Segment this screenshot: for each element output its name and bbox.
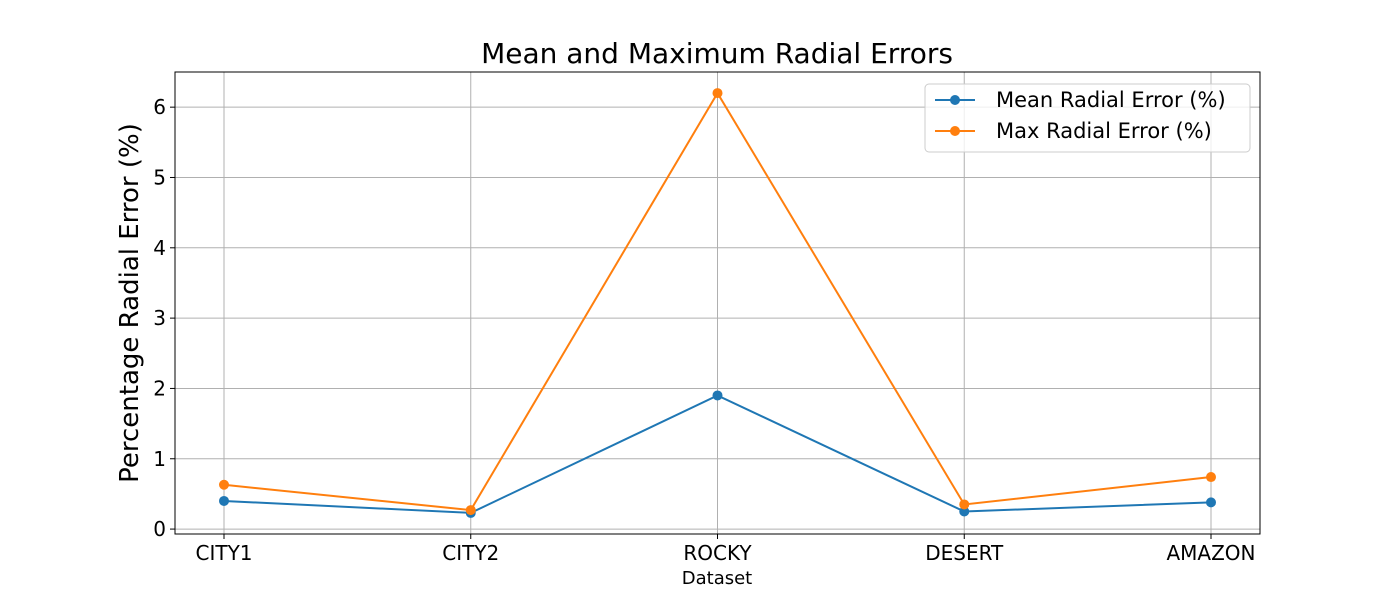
legend-label-max: Max Radial Error (%) (996, 119, 1212, 143)
x-tick-label: AMAZON (1166, 541, 1255, 565)
y-axis-ticks: 0 1 2 3 4 5 6 (153, 95, 175, 541)
x-tick-label: DESERT (925, 541, 1004, 565)
y-tick-label: 4 (153, 236, 166, 260)
y-tick-label: 0 (153, 517, 166, 541)
data-point-series-1 (219, 479, 229, 490)
legend-marker-max (950, 126, 960, 136)
data-point-series-0 (712, 390, 723, 401)
series-layer (219, 88, 1216, 518)
data-point-series-1 (712, 88, 723, 99)
data-point-series-1 (959, 499, 970, 510)
legend-label-mean: Mean Radial Error (%) (996, 88, 1226, 112)
chart-title: Mean and Maximum Radial Errors (481, 37, 953, 70)
grid (175, 72, 1260, 534)
y-tick-label: 2 (153, 376, 166, 400)
x-tick-label: CITY1 (195, 541, 252, 565)
data-point-series-0 (1206, 497, 1216, 508)
y-tick-label: 5 (153, 165, 166, 189)
x-axis-label: Dataset (682, 568, 753, 589)
data-point-series-1 (1206, 472, 1216, 483)
x-axis-ticks: CITY1 CITY2 ROCKY DESERT AMAZON (195, 534, 1256, 565)
data-point-series-1 (465, 505, 476, 516)
legend: Mean Radial Error (%) Max Radial Error (… (924, 83, 1251, 153)
x-tick-label: ROCKY (683, 541, 752, 565)
data-point-series-0 (219, 495, 229, 506)
legend-marker-mean (950, 95, 960, 105)
y-axis-label: Percentage Radial Error (%) (115, 123, 145, 483)
y-tick-label: 6 (153, 95, 166, 119)
y-tick-label: 1 (153, 447, 166, 471)
data-point-series-0 (959, 506, 970, 517)
x-tick-label: CITY2 (442, 541, 499, 565)
y-tick-label: 3 (153, 306, 166, 330)
legend-box (924, 83, 1251, 153)
